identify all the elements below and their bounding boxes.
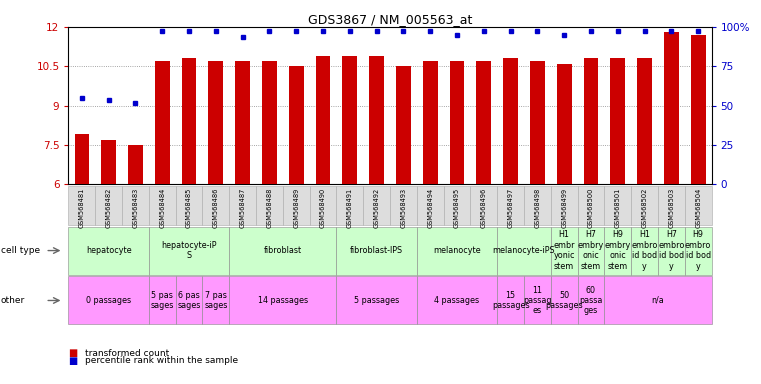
Text: GSM568495: GSM568495 <box>454 187 460 228</box>
Bar <box>557 64 572 184</box>
Text: H7
embro
id bod
y: H7 embro id bod y <box>658 230 685 271</box>
Bar <box>101 140 116 184</box>
Bar <box>182 58 196 184</box>
Text: percentile rank within the sample: percentile rank within the sample <box>85 356 238 366</box>
Text: GSM568494: GSM568494 <box>427 187 433 228</box>
Text: other: other <box>1 296 25 305</box>
Bar <box>530 61 545 184</box>
Bar <box>209 61 223 184</box>
Bar <box>476 61 491 184</box>
Text: H9
embry
onic
stem: H9 embry onic stem <box>605 230 631 271</box>
Text: GSM568500: GSM568500 <box>588 187 594 228</box>
Text: transformed count: transformed count <box>85 349 170 358</box>
Text: melanocyte: melanocyte <box>433 246 481 255</box>
Text: 14 passages: 14 passages <box>258 296 308 305</box>
Title: GDS3867 / NM_005563_at: GDS3867 / NM_005563_at <box>308 13 472 26</box>
Text: cell type: cell type <box>1 246 40 255</box>
Text: 4 passages: 4 passages <box>435 296 479 305</box>
Text: GSM568491: GSM568491 <box>347 187 353 227</box>
Bar <box>664 32 679 184</box>
Text: n/a: n/a <box>651 296 664 305</box>
Text: H1
embro
id bod
y: H1 embro id bod y <box>632 230 658 271</box>
Text: GSM568497: GSM568497 <box>508 187 514 228</box>
Text: 6 pas
sages: 6 pas sages <box>177 291 201 310</box>
Text: 0 passages: 0 passages <box>86 296 131 305</box>
Text: GSM568488: GSM568488 <box>266 187 272 228</box>
Text: GSM568501: GSM568501 <box>615 187 621 228</box>
Text: H1
embr
yonic
stem: H1 embr yonic stem <box>553 230 575 271</box>
Bar <box>584 58 598 184</box>
Bar <box>289 66 304 184</box>
Text: GSM568492: GSM568492 <box>374 187 380 228</box>
Text: GSM568499: GSM568499 <box>561 187 567 227</box>
Text: 15
passages: 15 passages <box>492 291 530 310</box>
Text: GSM568482: GSM568482 <box>106 187 112 228</box>
Text: GSM568502: GSM568502 <box>642 187 648 228</box>
Text: GSM568504: GSM568504 <box>695 187 701 228</box>
Text: GSM568493: GSM568493 <box>400 187 406 227</box>
Text: 11
passag
es: 11 passag es <box>523 286 552 315</box>
Text: GSM568484: GSM568484 <box>159 187 165 228</box>
Text: H7
embry
onic
stem: H7 embry onic stem <box>578 230 604 271</box>
Text: GSM568496: GSM568496 <box>481 187 487 228</box>
Text: fibroblast: fibroblast <box>264 246 302 255</box>
Bar <box>316 56 330 184</box>
Text: hepatocyte: hepatocyte <box>86 246 132 255</box>
Bar <box>610 58 625 184</box>
Bar <box>369 56 384 184</box>
Text: 7 pas
sages: 7 pas sages <box>204 291 228 310</box>
Bar <box>235 61 250 184</box>
Bar <box>450 61 464 184</box>
Text: H9
embro
id bod
y: H9 embro id bod y <box>685 230 712 271</box>
Text: ■: ■ <box>68 356 78 366</box>
Text: 5 passages: 5 passages <box>354 296 400 305</box>
Bar <box>75 134 89 184</box>
Bar <box>128 145 143 184</box>
Bar <box>155 61 170 184</box>
Text: GSM568481: GSM568481 <box>79 187 85 228</box>
Bar <box>262 61 277 184</box>
Bar <box>342 56 357 184</box>
Text: GSM568503: GSM568503 <box>668 187 674 228</box>
Text: melanocyte-iPS: melanocyte-iPS <box>492 246 556 255</box>
Text: 60
passa
ges: 60 passa ges <box>579 286 603 315</box>
Text: GSM568485: GSM568485 <box>186 187 192 228</box>
Bar <box>503 58 518 184</box>
Text: fibroblast-IPS: fibroblast-IPS <box>350 246 403 255</box>
Text: GSM568483: GSM568483 <box>132 187 139 228</box>
Text: ■: ■ <box>68 348 78 358</box>
Text: GSM568487: GSM568487 <box>240 187 246 228</box>
Text: GSM568489: GSM568489 <box>293 187 299 228</box>
Text: GSM568486: GSM568486 <box>213 187 219 228</box>
Text: GSM568498: GSM568498 <box>534 187 540 228</box>
Text: GSM568490: GSM568490 <box>320 187 326 228</box>
Text: hepatocyte-iP
S: hepatocyte-iP S <box>161 241 217 260</box>
Text: 50
passages: 50 passages <box>546 291 583 310</box>
Bar <box>423 61 438 184</box>
Bar <box>396 66 411 184</box>
Text: 5 pas
sages: 5 pas sages <box>151 291 174 310</box>
Bar <box>691 35 705 184</box>
Bar <box>637 58 652 184</box>
